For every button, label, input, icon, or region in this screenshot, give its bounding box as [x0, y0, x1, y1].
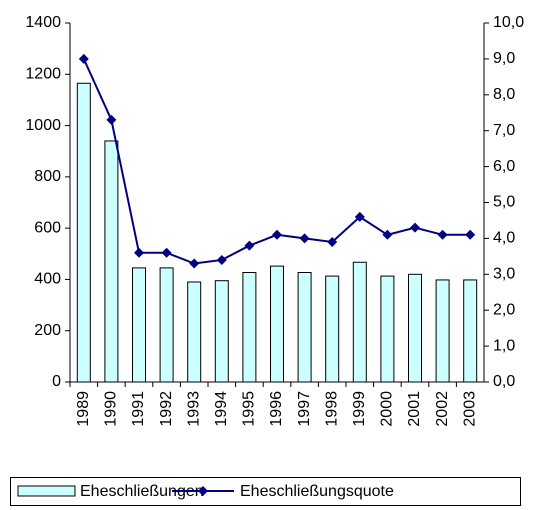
y-tick-label: 1400 — [25, 14, 61, 31]
x-tick-label: 1997 — [296, 391, 313, 427]
x-tick-label: 1991 — [130, 391, 147, 427]
bar — [408, 273, 422, 383]
y2-tick-label: 9,0 — [493, 50, 515, 67]
legend-swatch — [17, 485, 76, 497]
y-tick-label: 600 — [34, 219, 61, 236]
y2-tick-label: 5,0 — [493, 194, 515, 211]
bar — [297, 272, 312, 383]
line-marker — [465, 229, 476, 240]
x-tick-label: 1996 — [268, 391, 285, 427]
bar — [104, 140, 119, 383]
y2-tick-label: 2,0 — [493, 301, 515, 318]
x-tick-label: 1998 — [323, 391, 340, 427]
y-tick-label: 1200 — [25, 66, 61, 83]
x-tick-label: 1989 — [75, 391, 92, 427]
x-tick-label: 1999 — [351, 391, 368, 427]
bar — [132, 267, 146, 383]
y-tick-label: 400 — [34, 271, 61, 288]
bar — [159, 267, 174, 383]
y2-tick-label: 10,0 — [493, 14, 524, 31]
y2-tick-label: 4,0 — [493, 230, 515, 247]
x-tick-label: 1995 — [241, 391, 258, 427]
x-tick-label: 1990 — [103, 391, 120, 427]
bar — [352, 261, 367, 383]
line-marker — [106, 114, 117, 125]
y2-tick-label: 6,0 — [493, 158, 515, 175]
legend-box — [10, 477, 521, 506]
x-tick-label: 1994 — [213, 391, 230, 427]
y2-tick-label: 7,0 — [493, 122, 515, 139]
bar — [325, 275, 340, 383]
line-marker — [437, 229, 448, 240]
x-tick-label: 2001 — [406, 391, 423, 427]
bar — [270, 265, 284, 383]
y2-tick-label: 3,0 — [493, 266, 515, 283]
x-tick-label: 1992 — [158, 391, 175, 427]
line-marker — [272, 229, 282, 240]
line-marker — [299, 233, 310, 244]
bar — [242, 272, 257, 383]
bar — [214, 280, 229, 383]
x-tick-label: 2003 — [461, 391, 478, 427]
y-tick-label: 200 — [34, 322, 61, 339]
line-marker — [216, 254, 227, 265]
y2-tick-label: 8,0 — [493, 86, 515, 103]
line-marker — [189, 258, 200, 269]
line-marker — [327, 236, 338, 247]
line-marker — [134, 247, 144, 258]
line-marker — [244, 240, 255, 251]
line-marker — [382, 229, 393, 240]
y-tick-label: 1000 — [25, 117, 61, 134]
line-marker — [161, 247, 172, 258]
y2-tick-label: 1,0 — [493, 337, 515, 354]
legend-label: Eheschließungsquote — [240, 483, 394, 500]
bar — [187, 281, 202, 383]
y-tick-label: 0 — [52, 373, 61, 390]
line-marker — [354, 211, 365, 222]
bar — [380, 275, 395, 383]
line-marker — [78, 53, 89, 64]
bar — [463, 279, 478, 383]
bar — [76, 82, 91, 383]
x-tick-label: 2002 — [434, 391, 451, 427]
bar — [435, 279, 450, 383]
legend-label: Eheschließungen — [80, 483, 204, 500]
line-marker — [410, 222, 420, 233]
y-tick-label: 800 — [34, 168, 61, 185]
legend-marker — [198, 486, 208, 496]
y2-tick-label: 0,0 — [493, 373, 515, 390]
x-tick-label: 2000 — [379, 391, 396, 427]
x-tick-label: 1993 — [185, 391, 202, 427]
